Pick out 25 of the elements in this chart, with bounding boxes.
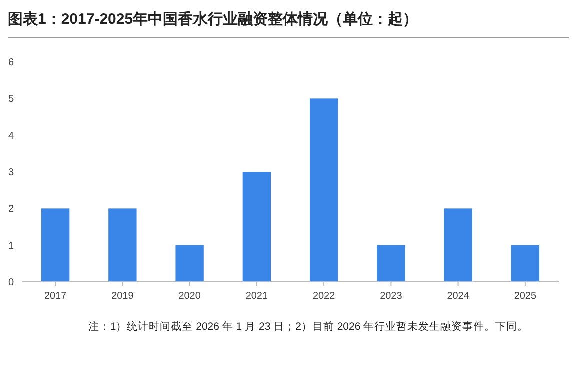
bar (377, 245, 406, 282)
x-tick-label: 2020 (178, 291, 202, 302)
x-tick-label: 2022 (312, 291, 336, 302)
y-tick-label: 1 (8, 240, 14, 252)
x-tick-label: 2021 (246, 291, 268, 302)
bar (108, 208, 137, 282)
x-tick-label: 2023 (380, 291, 403, 302)
y-tick-label: 5 (8, 94, 14, 106)
bar (511, 245, 540, 282)
chart-title: 图表1：2017-2025年中国香水行业融资整体情况（单位：起） (8, 11, 418, 28)
bar (444, 208, 472, 282)
x-tick-label: 2024 (447, 291, 470, 302)
bar (310, 98, 338, 282)
bar (176, 245, 204, 282)
text: 注：1）统计时间截至 2026 年 1 月 23 日；2）目前 2026 年行业暂未发生融资事件。下同。 (88, 320, 529, 333)
y-tick-label: 3 (8, 168, 14, 178)
x-tick-label: 2019 (112, 291, 134, 302)
y-tick-label: 6 (8, 58, 14, 68)
y-tick-label: 4 (8, 130, 14, 142)
y-tick-label: 2 (8, 204, 14, 216)
x-tick-label: 2017 (44, 291, 68, 302)
bar (41, 208, 70, 282)
y-tick-label: 0 (8, 278, 14, 288)
bar (242, 172, 272, 282)
x-tick-label: 2025 (514, 291, 537, 302)
